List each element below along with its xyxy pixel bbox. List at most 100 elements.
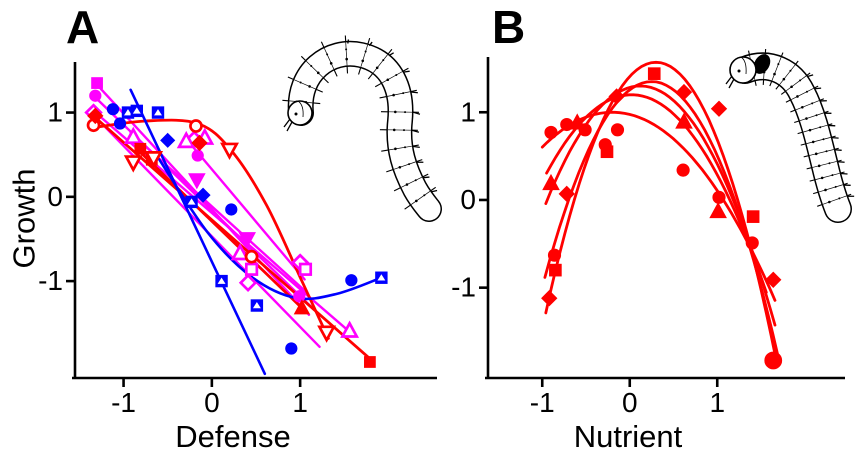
caterpillar-spike — [817, 204, 823, 207]
caterpillar-spike — [300, 55, 306, 61]
caterpillar-segment-line — [785, 75, 807, 92]
caterpillar-spot — [345, 57, 348, 61]
caterpillar-segment-line — [779, 64, 796, 85]
caterpillar-spot — [402, 129, 405, 132]
marker-circle — [106, 103, 120, 116]
marker-circle — [676, 163, 690, 177]
x-axis-label-defense: Defense — [175, 419, 291, 454]
marker-circle — [547, 248, 562, 262]
caterpillar-proleg — [412, 145, 420, 149]
caterpillar-spot — [382, 59, 385, 62]
caterpillar-spike — [828, 123, 833, 126]
caterpillar-segment-line — [799, 112, 824, 121]
caterpillar-spike — [402, 67, 409, 72]
caterpillar-proleg — [430, 189, 438, 193]
series-red-filled-triangle-up — [542, 112, 727, 219]
series-blue-filled-circle — [106, 103, 358, 355]
marker-triangle-down — [238, 232, 256, 249]
panel-b-letter: B — [492, 1, 526, 53]
series-red-filled-square — [549, 67, 760, 277]
marker-triangle-up — [709, 201, 727, 219]
caterpillar-mandibles — [283, 118, 293, 132]
series-red-filled-circle — [544, 117, 759, 262]
marker-inner-triangle — [217, 277, 226, 284]
red-parabola-5 — [540, 110, 777, 302]
caterpillar-spike — [847, 193, 852, 197]
marker-triangle-down — [144, 151, 164, 169]
y-axis-label-growth: Growth — [6, 168, 42, 269]
caterpillar-spike — [367, 37, 371, 45]
caterpillar-spot — [326, 53, 329, 56]
marker-circle — [544, 125, 558, 140]
caterpillar-spot — [405, 183, 409, 186]
marker-square — [364, 356, 376, 368]
caterpillar-segment-line — [389, 145, 412, 151]
caterpillar-segment-line — [360, 44, 368, 67]
caterpillar-spike — [316, 88, 323, 93]
caterpillar-proleg — [837, 161, 845, 163]
blue-fit-line — [129, 88, 267, 376]
caterpillar-spike — [393, 187, 401, 192]
marker-circle — [345, 274, 358, 287]
caterpillar-spike — [404, 204, 411, 210]
y-tick-label: -1 — [38, 265, 63, 296]
caterpillar-head — [287, 100, 313, 126]
marker-circle — [293, 290, 306, 303]
caterpillar-spot — [801, 105, 804, 109]
y-tick-label: 1 — [47, 97, 63, 128]
caterpillar-spot — [395, 73, 398, 76]
caterpillar-spot — [375, 66, 379, 70]
marker-circle — [745, 236, 759, 250]
red-parabola-4 — [545, 93, 768, 294]
caterpillar-segment-line — [410, 191, 431, 205]
caterpillar-proleg — [403, 70, 410, 73]
marker-circle — [285, 342, 298, 355]
marker-triangle-up — [230, 242, 250, 261]
series-blue-square-with-triangle — [121, 104, 388, 312]
caterpillar-segment-line — [345, 42, 348, 66]
caterpillar-spike — [410, 89, 417, 93]
caterpillar-spot — [819, 126, 822, 129]
marker-square — [549, 263, 562, 277]
series-red-filled-diamond — [541, 83, 782, 307]
caterpillar-spike — [780, 52, 784, 57]
marker-square — [746, 210, 760, 223]
caterpillar-head-suture — [740, 56, 747, 75]
marker-diamond — [675, 83, 693, 101]
red-parabola-1 — [544, 60, 778, 360]
caterpillar-spot — [345, 48, 348, 51]
marker-square — [134, 142, 147, 155]
series-red-filled-diamond — [87, 107, 208, 152]
marker-circle — [89, 89, 102, 102]
panel-b-plot: -1 0 1 1 0 -1 — [451, 57, 845, 418]
caterpillar-body-fill — [289, 42, 441, 221]
caterpillar-proleg — [422, 176, 430, 179]
caterpillar-spike — [379, 96, 387, 99]
marker-inner-triangle — [377, 274, 386, 281]
marker-triangle-up — [123, 126, 143, 145]
marker-inner-triangle — [124, 109, 132, 116]
series-magenta-filled-square — [91, 77, 103, 89]
x-tick-label: 0 — [622, 387, 638, 418]
series-magenta-filled-circle — [89, 89, 306, 303]
caterpillar-body-fill — [732, 53, 851, 222]
panel-a-letter: A — [66, 1, 100, 53]
blue-fit-curve — [157, 157, 383, 301]
caterpillar-proleg — [411, 129, 420, 133]
caterpillar-spot — [415, 199, 418, 203]
caterpillar-b-illustration — [725, 48, 855, 223]
marker-triangle-up — [542, 173, 560, 191]
caterpillar-spot — [408, 163, 411, 166]
y-tick-label: 0 — [460, 184, 476, 215]
caterpillar-proleg — [368, 41, 373, 47]
caterpillar-spike — [320, 41, 325, 48]
caterpillar-spot — [811, 102, 814, 105]
caterpillar-proleg — [388, 52, 394, 57]
caterpillar-segment-line — [387, 91, 411, 97]
marker-circle — [225, 203, 238, 216]
caterpillar-spot — [394, 147, 397, 151]
magenta-fit-6 — [184, 136, 306, 281]
marker-circle — [712, 190, 726, 204]
caterpillar-proleg — [807, 74, 814, 78]
